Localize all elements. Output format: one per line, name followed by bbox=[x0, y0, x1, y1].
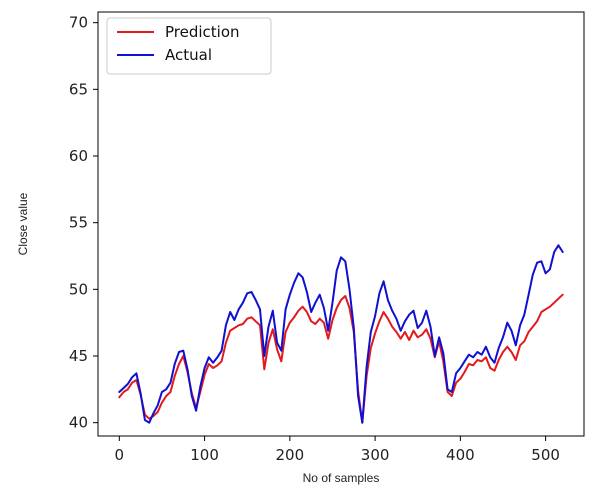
series-line-actual bbox=[118, 244, 564, 424]
x-tick-label: 300 bbox=[361, 446, 390, 464]
y-tick-label: 70 bbox=[69, 14, 88, 32]
x-axis-ticks: 0 100 200 300 400 500 bbox=[115, 436, 560, 464]
x-tick-label: 500 bbox=[531, 446, 560, 464]
y-tick-label: 50 bbox=[69, 280, 88, 298]
series-lines bbox=[118, 244, 564, 424]
legend-label-actual: Actual bbox=[165, 46, 212, 64]
x-axis-label: No of samples bbox=[303, 471, 380, 485]
plot-area: 0 100 200 300 400 500 40 45 50 55 60 65 70 bbox=[69, 11, 585, 464]
x-tick-label: 100 bbox=[190, 446, 219, 464]
x-tick-label: 0 bbox=[115, 446, 125, 464]
x-tick-label: 400 bbox=[446, 446, 475, 464]
legend-label-prediction: Prediction bbox=[165, 23, 240, 41]
legend: Prediction Actual bbox=[106, 17, 272, 75]
x-axis-label-group: No of samples bbox=[303, 471, 380, 485]
y-axis-ticks: 40 45 50 55 60 65 70 bbox=[69, 14, 98, 432]
x-tick-label: 200 bbox=[276, 446, 305, 464]
y-tick-label: 40 bbox=[69, 414, 88, 432]
y-axis-label: Close value bbox=[16, 192, 30, 255]
y-axis-label-group: Close value bbox=[16, 192, 30, 255]
y-tick-label: 60 bbox=[69, 147, 88, 165]
y-tick-label: 45 bbox=[69, 347, 88, 365]
y-tick-label: 65 bbox=[69, 80, 88, 98]
y-tick-label: 55 bbox=[69, 214, 88, 232]
plot-frame bbox=[97, 11, 585, 437]
